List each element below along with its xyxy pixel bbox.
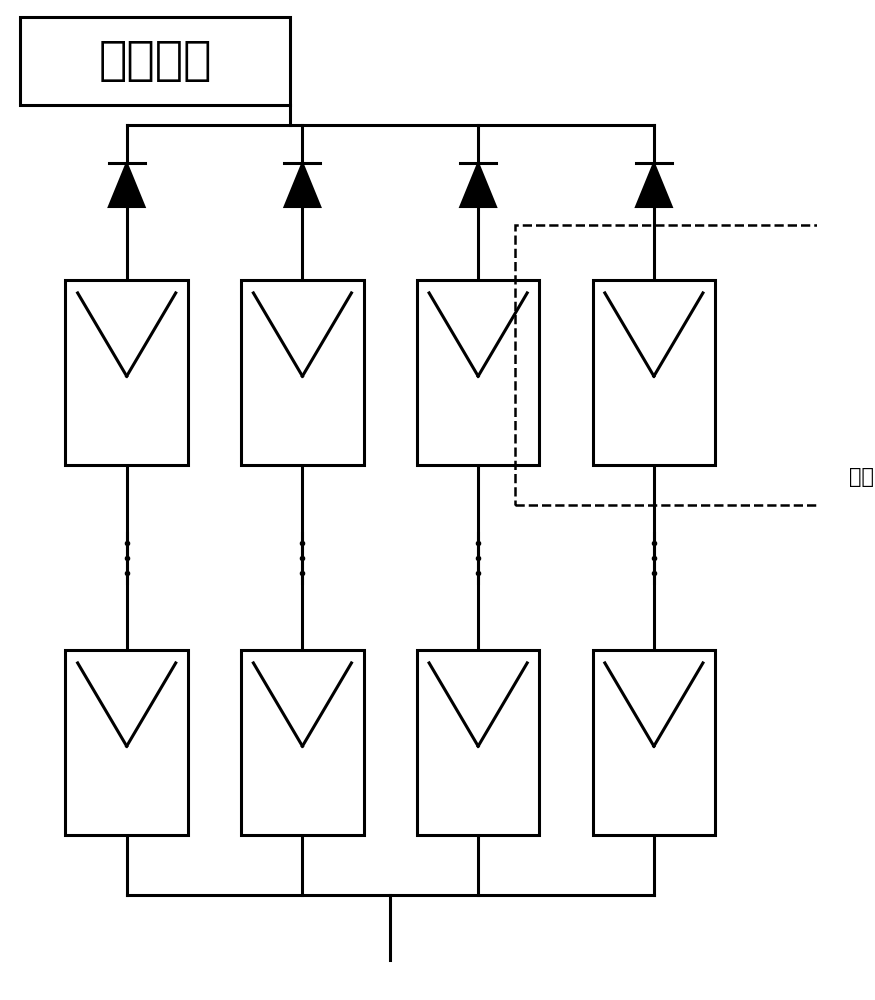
Polygon shape: [460, 163, 496, 207]
Bar: [514, 225, 875, 505]
Bar: [592, 280, 715, 465]
Bar: [592, 650, 715, 835]
Text: 光伏阵列: 光伏阵列: [99, 38, 212, 84]
Bar: [416, 650, 540, 835]
Polygon shape: [108, 163, 144, 207]
Bar: [66, 650, 188, 835]
Polygon shape: [636, 163, 672, 207]
Bar: [66, 280, 188, 465]
Polygon shape: [284, 163, 320, 207]
Bar: [20, 17, 290, 105]
Bar: [242, 650, 364, 835]
Text: 光伏板: 光伏板: [850, 467, 875, 487]
Bar: [242, 280, 364, 465]
Bar: [416, 280, 540, 465]
